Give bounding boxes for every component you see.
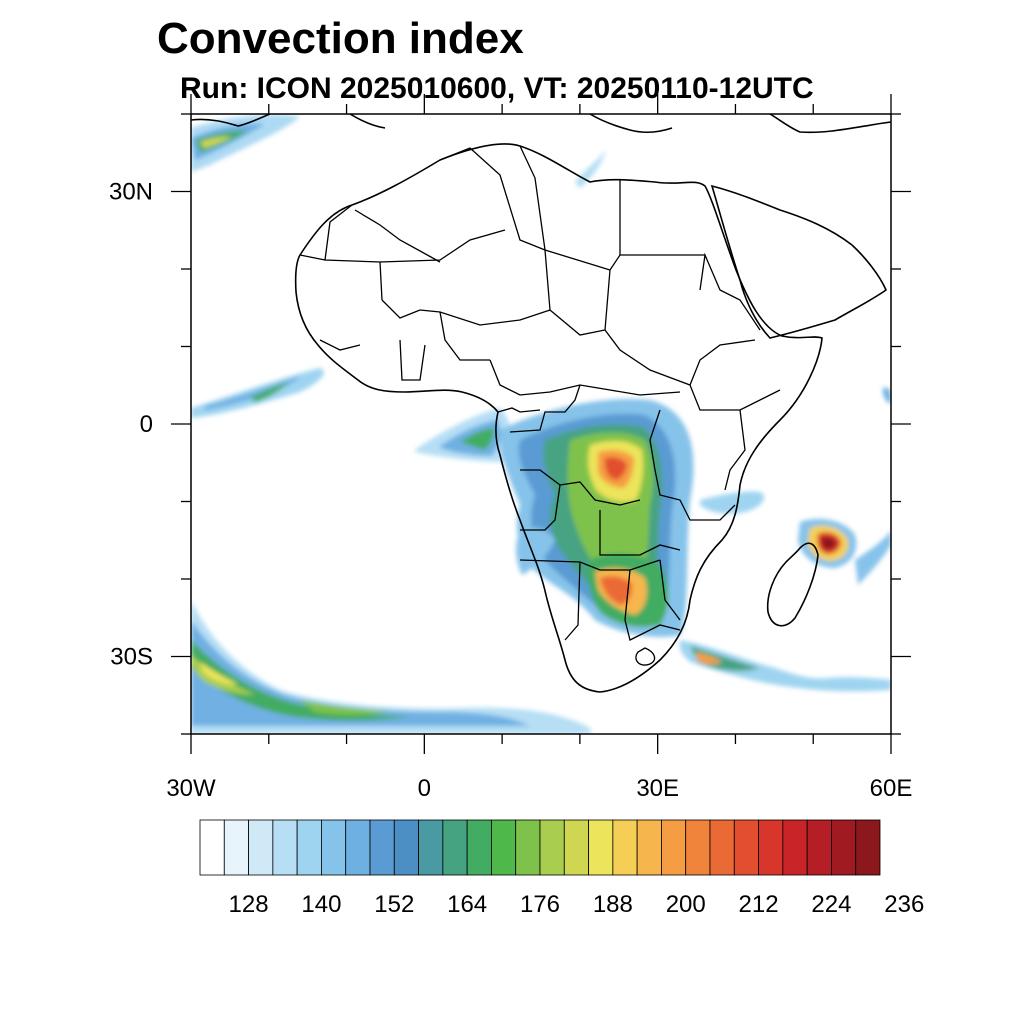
convection-field xyxy=(191,114,891,734)
country-borders xyxy=(299,145,781,666)
colorbar-swatch xyxy=(806,819,832,876)
colorbar-swatch xyxy=(466,819,492,876)
colorbar-swatch xyxy=(831,819,857,876)
colorbar-swatch xyxy=(296,819,322,876)
colorbar-label: 152 xyxy=(374,891,414,918)
colorbar-swatch xyxy=(733,819,759,876)
colorbar-swatch xyxy=(369,819,395,876)
colorbar-swatch xyxy=(223,819,249,876)
y-tick-label: 0 xyxy=(140,411,153,438)
colorbar-swatch xyxy=(612,819,638,876)
colorbar-swatch xyxy=(563,819,589,876)
colorbar-swatch xyxy=(321,819,347,876)
colorbar-label: 128 xyxy=(229,891,269,918)
colorbar-label: 200 xyxy=(666,891,706,918)
colorbar-swatch xyxy=(272,819,298,876)
colorbar-swatch xyxy=(418,819,444,876)
y-tick-label: 30N xyxy=(109,179,153,206)
colorbar-swatch xyxy=(515,819,541,876)
map-ticks xyxy=(171,94,911,754)
map-plot-area xyxy=(191,114,891,734)
x-tick-label: 30W xyxy=(166,775,216,802)
y-tick-label: 30S xyxy=(110,644,153,671)
colorbar xyxy=(199,819,881,876)
x-tick-label: 60E xyxy=(870,775,913,802)
colorbar-label: 140 xyxy=(301,891,341,918)
coastlines xyxy=(191,114,891,693)
colorbar-label: 236 xyxy=(884,891,924,918)
colorbar-swatch xyxy=(685,819,711,876)
map-title: Convection index xyxy=(157,14,524,63)
colorbar-swatch xyxy=(539,819,565,876)
colorbar-swatch xyxy=(661,819,687,876)
colorbar-swatch xyxy=(248,819,274,876)
colorbar-label: 212 xyxy=(739,891,779,918)
colorbar-swatch xyxy=(782,819,808,876)
x-tick-label: 30E xyxy=(636,775,679,802)
colorbar-swatch xyxy=(491,819,517,876)
colorbar-label: 176 xyxy=(520,891,560,918)
colorbar-swatch xyxy=(855,819,881,876)
axis-labels: 30W 0 30E 60E 30N 0 30S xyxy=(109,179,912,803)
map-subtitle: Run: ICON 2025010600, VT: 20250110-12UTC xyxy=(180,72,814,105)
colorbar-swatch xyxy=(709,819,735,876)
colorbar-swatch xyxy=(393,819,419,876)
colorbar-swatch xyxy=(199,819,225,876)
colorbar-swatch xyxy=(442,819,468,876)
x-tick-label: 0 xyxy=(418,775,431,802)
colorbar-label: 188 xyxy=(593,891,633,918)
colorbar-swatch xyxy=(345,819,371,876)
colorbar-labels: 128 140 152 164 176 188 200 212 224 236 xyxy=(229,891,925,918)
colorbar-swatch xyxy=(588,819,614,876)
colorbar-swatch xyxy=(758,819,784,876)
colorbar-label: 164 xyxy=(447,891,487,918)
colorbar-label: 224 xyxy=(811,891,851,918)
colorbar-swatch xyxy=(636,819,662,876)
